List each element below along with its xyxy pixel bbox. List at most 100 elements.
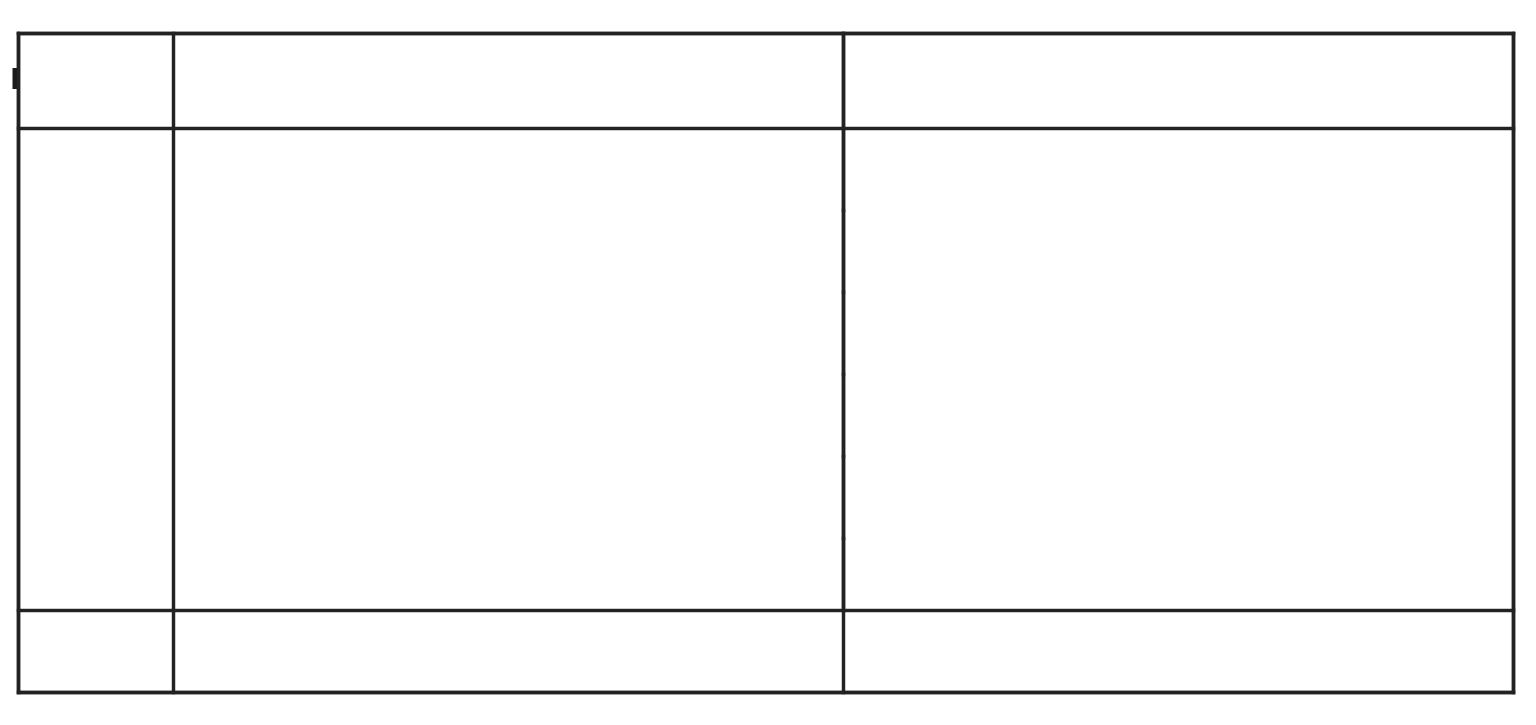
Bar bbox=[18, 538, 174, 610]
Text: Low: Low bbox=[1424, 405, 1468, 425]
Bar bbox=[174, 456, 307, 538]
Text: Med: Med bbox=[1021, 405, 1068, 425]
Bar bbox=[843, 128, 977, 210]
Bar bbox=[18, 292, 174, 374]
Bar bbox=[1111, 210, 1246, 292]
Text: 0.38: 0.38 bbox=[617, 160, 667, 178]
Bar bbox=[307, 456, 441, 538]
Text: 0.01: 0.01 bbox=[350, 487, 398, 507]
Text: 0.02: 0.02 bbox=[484, 487, 531, 507]
Text: High (RED) / Med (YEL)  / Low (GRN): High (RED) / Med (YEL) / Low (GRN) bbox=[1028, 92, 1327, 110]
Bar bbox=[441, 456, 574, 538]
Bar bbox=[574, 538, 710, 610]
Text: 0.30: 0.30 bbox=[69, 395, 121, 415]
Bar bbox=[307, 128, 441, 210]
Text: Low: Low bbox=[1290, 405, 1333, 425]
Bar bbox=[174, 374, 307, 456]
Bar bbox=[174, 210, 307, 292]
Text: 0.09: 0.09 bbox=[350, 160, 398, 178]
Text: Opportunities: Opportunities bbox=[1069, 53, 1286, 81]
Text: Low: Low bbox=[1021, 487, 1066, 507]
Bar bbox=[1111, 374, 1246, 456]
Bar bbox=[1111, 292, 1246, 374]
Bar bbox=[1379, 538, 1513, 610]
Bar bbox=[710, 374, 843, 456]
Text: 0.24: 0.24 bbox=[753, 405, 800, 425]
Text: 0.08: 0.08 bbox=[753, 487, 800, 507]
Bar bbox=[174, 292, 307, 374]
Text: 0.28: 0.28 bbox=[617, 241, 667, 260]
Bar bbox=[1246, 292, 1379, 374]
Text: Impact on an Objective (e.g. Cost, Schedule, Scope, Quality): Impact on an Objective (e.g. Cost, Sched… bbox=[591, 658, 1094, 676]
Bar bbox=[710, 210, 843, 292]
Text: Very Unlikely: Very Unlikely bbox=[29, 502, 163, 521]
Text: 0.10: 0.10 bbox=[355, 565, 393, 583]
Text: High: High bbox=[1018, 160, 1069, 178]
Bar bbox=[710, 128, 843, 210]
Bar bbox=[174, 128, 307, 210]
Text: 0.18: 0.18 bbox=[484, 160, 531, 178]
Text: High: High bbox=[1018, 323, 1069, 342]
Bar bbox=[574, 292, 710, 374]
Text: Low: Low bbox=[1424, 160, 1468, 178]
Bar bbox=[1379, 128, 1513, 210]
Text: Low: Low bbox=[1290, 487, 1333, 507]
Text: 0.03: 0.03 bbox=[217, 323, 264, 342]
Text: Threats: Threats bbox=[449, 53, 568, 81]
Text: Low: Low bbox=[1424, 487, 1468, 507]
Text: 0.10: 0.10 bbox=[484, 323, 531, 342]
Text: 0.05: 0.05 bbox=[220, 565, 260, 583]
Text: 0.04: 0.04 bbox=[617, 487, 667, 507]
Text: 0.12: 0.12 bbox=[617, 405, 667, 425]
Bar bbox=[307, 374, 441, 456]
Text: 0.07: 0.07 bbox=[350, 241, 398, 260]
Bar bbox=[441, 210, 574, 292]
Bar bbox=[18, 33, 174, 128]
Text: High: High bbox=[885, 160, 935, 178]
Text: Probability: Probability bbox=[9, 67, 181, 94]
Bar bbox=[574, 374, 710, 456]
Text: 0.04: 0.04 bbox=[217, 241, 264, 260]
Text: 0.40: 0.40 bbox=[753, 323, 800, 342]
Bar bbox=[710, 538, 843, 610]
Text: 0.40: 0.40 bbox=[622, 565, 662, 583]
Bar bbox=[843, 538, 977, 610]
Text: High: High bbox=[885, 241, 935, 260]
Text: 0.90: 0.90 bbox=[69, 149, 121, 169]
Text: 0.06: 0.06 bbox=[484, 405, 531, 425]
Bar bbox=[441, 128, 574, 210]
Bar bbox=[174, 610, 1513, 692]
Text: Low: Low bbox=[1424, 241, 1468, 260]
Text: 0.02: 0.02 bbox=[217, 405, 264, 425]
Bar bbox=[307, 210, 441, 292]
Text: 0.03: 0.03 bbox=[350, 405, 398, 425]
Bar bbox=[1246, 374, 1379, 456]
Bar bbox=[843, 456, 977, 538]
Text: 0.12: 0.12 bbox=[617, 323, 667, 342]
Text: Med: Med bbox=[1155, 241, 1201, 260]
Text: Med: Med bbox=[886, 487, 934, 507]
Bar bbox=[1246, 128, 1379, 210]
Bar bbox=[18, 210, 174, 292]
Bar bbox=[1111, 456, 1246, 538]
Bar bbox=[977, 374, 1111, 456]
Bar bbox=[1111, 128, 1246, 210]
Bar bbox=[843, 210, 977, 292]
Bar bbox=[574, 456, 710, 538]
Bar bbox=[843, 374, 977, 456]
Text: High: High bbox=[1152, 160, 1203, 178]
Text: Low: Low bbox=[1157, 487, 1200, 507]
Text: 0.50: 0.50 bbox=[69, 313, 121, 334]
Bar bbox=[441, 538, 574, 610]
Bar bbox=[843, 292, 977, 374]
Bar bbox=[977, 128, 1111, 210]
Bar bbox=[174, 33, 843, 128]
Bar bbox=[977, 210, 1111, 292]
Text: 0.56: 0.56 bbox=[753, 241, 800, 260]
Text: 0.05: 0.05 bbox=[217, 160, 264, 178]
Bar bbox=[574, 128, 710, 210]
Text: Likely: Likely bbox=[66, 257, 124, 275]
Bar bbox=[18, 374, 174, 456]
Bar bbox=[710, 456, 843, 538]
Bar bbox=[18, 610, 174, 692]
